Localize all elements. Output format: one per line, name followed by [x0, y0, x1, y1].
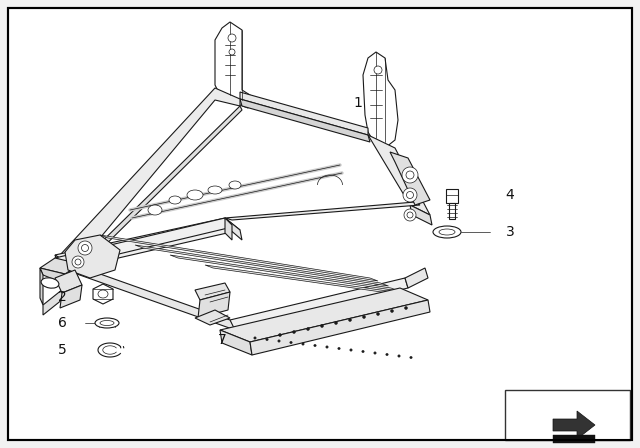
- Circle shape: [278, 333, 282, 336]
- Circle shape: [398, 355, 400, 357]
- Text: 7: 7: [218, 333, 227, 347]
- Circle shape: [254, 337, 256, 339]
- Polygon shape: [198, 292, 230, 318]
- Circle shape: [278, 340, 280, 342]
- Circle shape: [386, 353, 388, 356]
- Polygon shape: [240, 92, 368, 135]
- Circle shape: [402, 167, 418, 183]
- Polygon shape: [60, 88, 240, 268]
- Circle shape: [374, 352, 376, 354]
- Circle shape: [321, 324, 323, 327]
- Circle shape: [292, 331, 296, 333]
- Circle shape: [290, 341, 292, 344]
- Polygon shape: [220, 288, 428, 342]
- Polygon shape: [55, 255, 78, 278]
- Circle shape: [229, 49, 235, 55]
- Polygon shape: [225, 218, 232, 240]
- Polygon shape: [220, 330, 252, 355]
- Circle shape: [407, 212, 413, 218]
- Polygon shape: [195, 310, 230, 325]
- Circle shape: [362, 315, 365, 319]
- Circle shape: [314, 345, 316, 347]
- Circle shape: [307, 327, 310, 331]
- Circle shape: [72, 256, 84, 268]
- Polygon shape: [93, 284, 113, 304]
- Polygon shape: [225, 202, 420, 220]
- Circle shape: [403, 188, 417, 202]
- Ellipse shape: [148, 205, 162, 215]
- Polygon shape: [55, 218, 228, 268]
- Polygon shape: [43, 285, 68, 315]
- Ellipse shape: [208, 186, 222, 194]
- Polygon shape: [390, 152, 430, 205]
- Circle shape: [266, 338, 268, 340]
- Polygon shape: [170, 255, 399, 291]
- Circle shape: [228, 34, 236, 42]
- Polygon shape: [40, 268, 43, 305]
- Polygon shape: [230, 278, 408, 330]
- Polygon shape: [250, 300, 430, 355]
- Polygon shape: [205, 265, 410, 296]
- Polygon shape: [449, 203, 455, 219]
- Text: 2: 2: [58, 290, 67, 304]
- Text: 6: 6: [58, 316, 67, 330]
- Text: 3: 3: [506, 225, 515, 239]
- Circle shape: [390, 310, 394, 313]
- Polygon shape: [65, 235, 120, 278]
- Polygon shape: [225, 218, 242, 240]
- Polygon shape: [75, 106, 242, 272]
- Circle shape: [78, 241, 92, 255]
- Polygon shape: [135, 245, 388, 286]
- Polygon shape: [553, 411, 595, 439]
- Polygon shape: [363, 52, 398, 148]
- Polygon shape: [195, 283, 230, 300]
- Polygon shape: [410, 205, 432, 225]
- Polygon shape: [215, 22, 252, 108]
- Bar: [505, 390, 630, 440]
- Polygon shape: [55, 270, 82, 293]
- Polygon shape: [55, 218, 240, 268]
- Polygon shape: [60, 285, 82, 308]
- Circle shape: [75, 259, 81, 265]
- Ellipse shape: [229, 181, 241, 189]
- Circle shape: [406, 191, 413, 198]
- Circle shape: [404, 306, 408, 310]
- Circle shape: [362, 350, 364, 353]
- Circle shape: [350, 349, 352, 351]
- Circle shape: [404, 209, 416, 221]
- Circle shape: [374, 66, 382, 74]
- Circle shape: [349, 319, 351, 322]
- Ellipse shape: [98, 290, 108, 298]
- Ellipse shape: [439, 229, 455, 235]
- Circle shape: [326, 346, 328, 348]
- Circle shape: [376, 313, 380, 315]
- Circle shape: [410, 356, 412, 359]
- Text: 5: 5: [58, 343, 67, 357]
- Ellipse shape: [433, 226, 461, 238]
- Polygon shape: [55, 258, 235, 330]
- Ellipse shape: [100, 320, 114, 326]
- Ellipse shape: [41, 278, 59, 288]
- Circle shape: [338, 347, 340, 350]
- Polygon shape: [553, 435, 595, 443]
- Ellipse shape: [169, 196, 181, 204]
- Ellipse shape: [187, 190, 203, 200]
- Polygon shape: [100, 235, 378, 281]
- Polygon shape: [405, 268, 428, 288]
- Circle shape: [335, 322, 337, 324]
- Polygon shape: [40, 258, 80, 274]
- Ellipse shape: [95, 318, 119, 328]
- Text: 1: 1: [353, 96, 362, 110]
- Circle shape: [302, 343, 304, 345]
- Circle shape: [81, 245, 88, 251]
- Text: 4: 4: [506, 188, 515, 202]
- Circle shape: [406, 171, 414, 179]
- Polygon shape: [240, 99, 370, 142]
- Polygon shape: [446, 189, 458, 203]
- Polygon shape: [40, 268, 68, 285]
- Polygon shape: [368, 135, 430, 215]
